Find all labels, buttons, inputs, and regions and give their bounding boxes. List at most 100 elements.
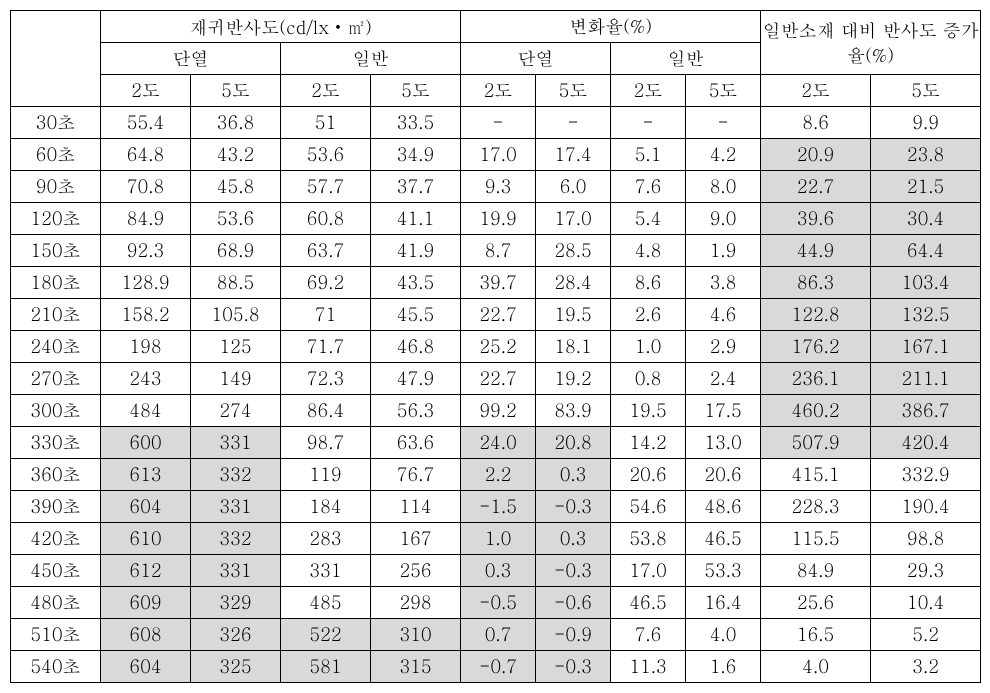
table-row: 60초64.843.253.634.917.017.45.14.220.923.… xyxy=(11,139,981,171)
header-danyeol-2: 단열 xyxy=(461,43,611,75)
data-cell: 119 xyxy=(281,459,371,491)
data-cell: 23.8 xyxy=(871,139,981,171)
data-cell: 46.8 xyxy=(371,331,461,363)
header-retroreflectivity: 재귀반사도(cd/lx・㎡) xyxy=(101,11,461,43)
table-row: 360초61333211976.72.20.320.620.6415.1332.… xyxy=(11,459,981,491)
data-cell: 485 xyxy=(281,587,371,619)
table-row: 150초92.368.963.741.98.728.54.81.944.964.… xyxy=(11,235,981,267)
data-cell: 7.6 xyxy=(611,619,686,651)
data-cell: 19.9 xyxy=(461,203,536,235)
header-ilban-1: 일반 xyxy=(281,43,461,75)
col-5deg: 5도 xyxy=(871,75,981,107)
data-cell: 4.2 xyxy=(686,139,761,171)
data-cell: 10.4 xyxy=(871,587,981,619)
data-cell: 21.5 xyxy=(871,171,981,203)
data-cell: 22.7 xyxy=(761,171,871,203)
table-row: 180초128.988.569.243.539.728.48.63.886.31… xyxy=(11,267,981,299)
data-cell: 20.9 xyxy=(761,139,871,171)
data-cell: 0.3 xyxy=(536,523,611,555)
data-cell: 22.7 xyxy=(461,299,536,331)
header-ilban-2: 일반 xyxy=(611,43,761,75)
data-cell: 1.0 xyxy=(461,523,536,555)
table-row: 480초609329485298-0.5-0.646.516.425.610.4 xyxy=(11,587,981,619)
row-label: 210초 xyxy=(11,299,101,331)
data-cell: 88.5 xyxy=(191,267,281,299)
data-cell: - xyxy=(461,107,536,139)
row-label: 90초 xyxy=(11,171,101,203)
data-cell: 507.9 xyxy=(761,427,871,459)
data-cell: 33.5 xyxy=(371,107,461,139)
data-cell: - xyxy=(536,107,611,139)
data-cell: 45.8 xyxy=(191,171,281,203)
data-cell: 17.0 xyxy=(461,139,536,171)
data-cell: 128.9 xyxy=(101,267,191,299)
data-cell: 5.4 xyxy=(611,203,686,235)
row-label: 150초 xyxy=(11,235,101,267)
row-label: 60초 xyxy=(11,139,101,171)
row-label: 270초 xyxy=(11,363,101,395)
data-cell: 315 xyxy=(371,651,461,683)
data-cell: 415.1 xyxy=(761,459,871,491)
row-label: 330초 xyxy=(11,427,101,459)
col-2deg: 2도 xyxy=(761,75,871,107)
data-cell: 609 xyxy=(101,587,191,619)
data-cell: 228.3 xyxy=(761,491,871,523)
table-row: 270초24314972.347.922.719.20.82.4236.1211… xyxy=(11,363,981,395)
data-cell: 420.4 xyxy=(871,427,981,459)
data-cell: 39.6 xyxy=(761,203,871,235)
data-cell: 28.5 xyxy=(536,235,611,267)
data-cell: 8.6 xyxy=(761,107,871,139)
data-cell: 98.7 xyxy=(281,427,371,459)
data-cell: 114 xyxy=(371,491,461,523)
data-cell: -0.3 xyxy=(536,555,611,587)
data-cell: 25.2 xyxy=(461,331,536,363)
data-cell: 92.3 xyxy=(101,235,191,267)
data-cell: 29.3 xyxy=(871,555,981,587)
table-body: 30초55.436.85133.5----8.69.960초64.843.253… xyxy=(11,107,981,683)
data-cell: 18.1 xyxy=(536,331,611,363)
row-label: 480초 xyxy=(11,587,101,619)
data-cell: 604 xyxy=(101,491,191,523)
data-cell: 46.5 xyxy=(686,523,761,555)
row-label: 30초 xyxy=(11,107,101,139)
data-cell: 581 xyxy=(281,651,371,683)
data-cell: 71 xyxy=(281,299,371,331)
table-row: 90초70.845.857.737.79.36.07.68.022.721.5 xyxy=(11,171,981,203)
data-cell: 105.8 xyxy=(191,299,281,331)
data-cell: 5.2 xyxy=(871,619,981,651)
data-cell: 11.3 xyxy=(611,651,686,683)
data-cell: 243 xyxy=(101,363,191,395)
data-cell: 72.3 xyxy=(281,363,371,395)
data-cell: 60.8 xyxy=(281,203,371,235)
data-cell: 64.8 xyxy=(101,139,191,171)
data-cell: 190.4 xyxy=(871,491,981,523)
col-5deg: 5도 xyxy=(371,75,461,107)
data-cell: -0.5 xyxy=(461,587,536,619)
data-cell: 149 xyxy=(191,363,281,395)
data-cell: 608 xyxy=(101,619,191,651)
data-table: 재귀반사도(cd/lx・㎡) 변화율(%) 일반소재 대비 반사도 증가율(%)… xyxy=(10,10,981,683)
data-cell: 16.5 xyxy=(761,619,871,651)
data-cell: 115.5 xyxy=(761,523,871,555)
table-row: 390초604331184114-1.5-0.354.648.6228.3190… xyxy=(11,491,981,523)
data-cell: 8.0 xyxy=(686,171,761,203)
data-cell: 20.8 xyxy=(536,427,611,459)
data-cell: 56.3 xyxy=(371,395,461,427)
data-cell: 612 xyxy=(101,555,191,587)
data-cell: 610 xyxy=(101,523,191,555)
row-label: 510초 xyxy=(11,619,101,651)
data-cell: 8.7 xyxy=(461,235,536,267)
data-cell: 54.6 xyxy=(611,491,686,523)
data-cell: 460.2 xyxy=(761,395,871,427)
data-cell: 37.7 xyxy=(371,171,461,203)
data-cell: -1.5 xyxy=(461,491,536,523)
data-cell: 211.1 xyxy=(871,363,981,395)
data-cell: 7.6 xyxy=(611,171,686,203)
table-row: 30초55.436.85133.5----8.69.9 xyxy=(11,107,981,139)
col-2deg: 2도 xyxy=(611,75,686,107)
corner-cell xyxy=(11,11,101,107)
row-label: 240초 xyxy=(11,331,101,363)
data-cell: 22.7 xyxy=(461,363,536,395)
data-cell: 17.0 xyxy=(536,203,611,235)
data-cell: 2.2 xyxy=(461,459,536,491)
